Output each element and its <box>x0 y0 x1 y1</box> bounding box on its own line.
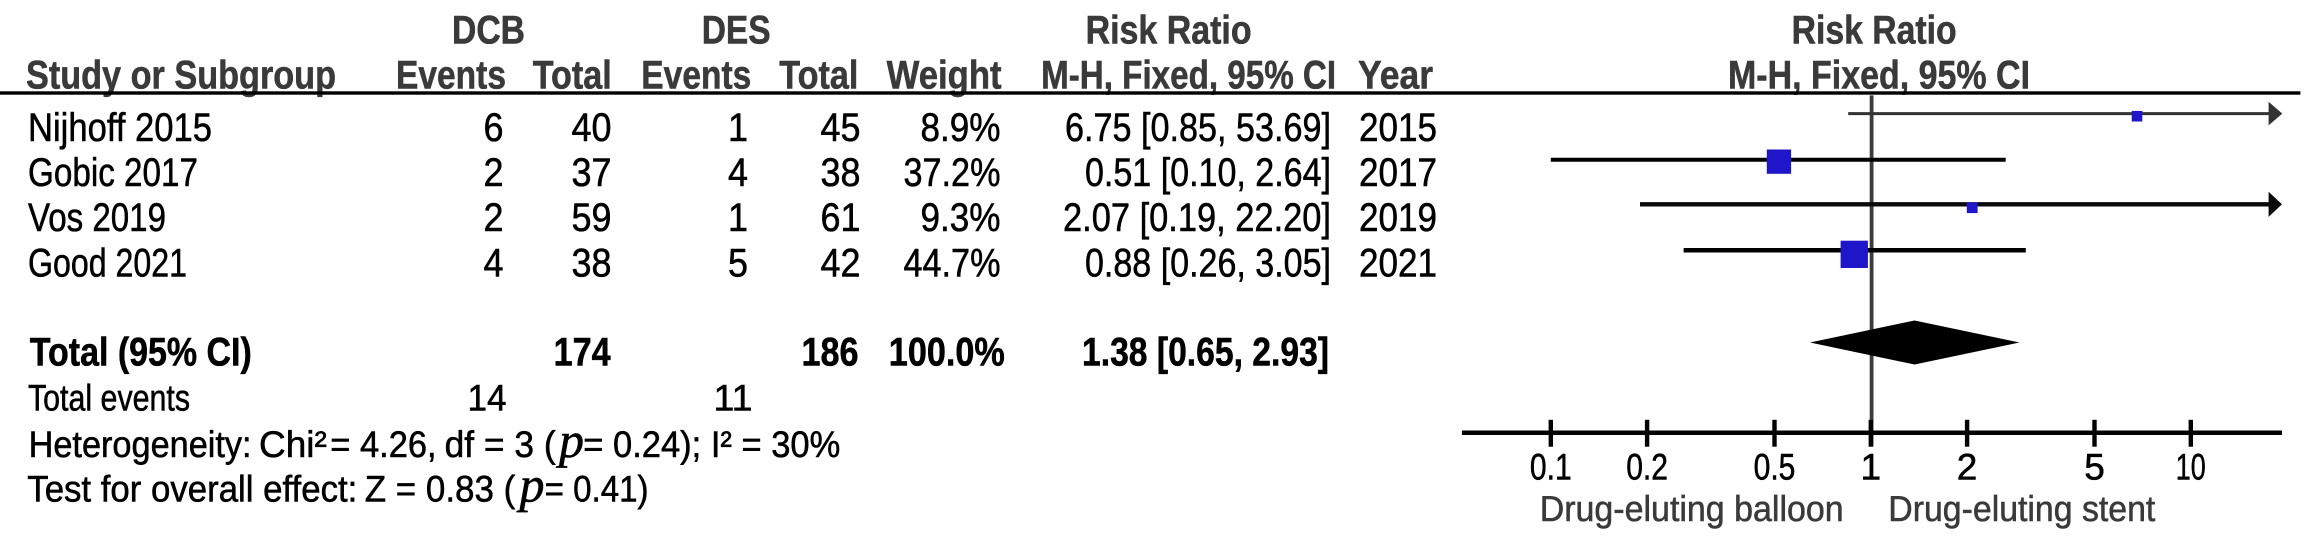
svg-text:df = 3 (: df = 3 ( <box>445 424 557 465</box>
svg-text:42: 42 <box>821 241 861 285</box>
svg-text:186: 186 <box>802 331 859 375</box>
svg-text:Gobic 2017: Gobic 2017 <box>28 151 198 195</box>
svg-text:174: 174 <box>554 331 612 375</box>
svg-text:Total events: Total events <box>28 377 190 418</box>
svg-text:Weight: Weight <box>887 54 1002 98</box>
svg-text:2: 2 <box>1957 447 1978 488</box>
svg-text:= 0.24); I² = 30%: = 0.24); I² = 30% <box>583 424 840 465</box>
svg-text:Total: Total <box>533 54 612 98</box>
svg-text:5: 5 <box>728 241 748 285</box>
svg-text:10: 10 <box>2176 447 2206 488</box>
svg-text:2021: 2021 <box>1359 241 1437 285</box>
svg-text:4: 4 <box>484 241 504 285</box>
svg-text:Risk Ratio: Risk Ratio <box>1792 9 1957 53</box>
svg-text:14: 14 <box>468 377 507 418</box>
svg-text:0.5: 0.5 <box>1754 447 1796 488</box>
svg-text:DES: DES <box>702 9 771 53</box>
svg-text:38: 38 <box>572 241 612 285</box>
svg-text:0.88 [0.26, 3.05]: 0.88 [0.26, 3.05] <box>1085 241 1331 285</box>
svg-text:59: 59 <box>572 196 612 240</box>
svg-text:45: 45 <box>821 106 861 150</box>
svg-text:Z = 0.83 (: Z = 0.83 ( <box>365 468 516 509</box>
svg-text:2019: 2019 <box>1359 196 1437 240</box>
svg-text:DCB: DCB <box>452 9 525 53</box>
svg-text:4: 4 <box>728 151 748 195</box>
svg-text:6.75 [0.85, 53.69]: 6.75 [0.85, 53.69] <box>1065 106 1331 150</box>
svg-text:38: 38 <box>821 151 861 195</box>
svg-text:0.51 [0.10, 2.64]: 0.51 [0.10, 2.64] <box>1085 151 1331 195</box>
svg-text:Events: Events <box>641 54 751 98</box>
svg-text:37.2%: 37.2% <box>904 151 1001 195</box>
svg-text:p: p <box>556 412 584 468</box>
svg-text:Drug-eluting balloon: Drug-eluting balloon <box>1540 488 1844 529</box>
svg-text:2: 2 <box>484 196 504 240</box>
svg-text:M-H, Fixed, 95% CI: M-H, Fixed, 95% CI <box>1728 54 2030 98</box>
svg-text:2: 2 <box>484 151 504 195</box>
svg-text:= 4.26,: = 4.26, <box>330 424 436 465</box>
svg-text:p: p <box>517 456 545 512</box>
svg-text:2.07 [0.19, 22.20]: 2.07 [0.19, 22.20] <box>1063 196 1331 240</box>
svg-text:5: 5 <box>2084 447 2105 488</box>
svg-text:Test for overall effect:: Test for overall effect: <box>27 468 357 509</box>
svg-text:Risk Ratio: Risk Ratio <box>1086 9 1252 53</box>
svg-text:Good 2021: Good 2021 <box>28 241 187 285</box>
svg-text:9.3%: 9.3% <box>921 196 1001 240</box>
svg-text:Total: Total <box>779 54 858 98</box>
svg-text:Total (95% CI): Total (95% CI) <box>30 331 252 375</box>
svg-text:1: 1 <box>728 196 748 240</box>
svg-text:0.2: 0.2 <box>1626 447 1668 488</box>
svg-text:Drug-eluting stent: Drug-eluting stent <box>1888 488 2155 529</box>
svg-text:Study or Subgroup: Study or Subgroup <box>26 54 336 98</box>
svg-text:M-H, Fixed, 95% CI: M-H, Fixed, 95% CI <box>1041 54 1336 98</box>
svg-text:100.0%: 100.0% <box>889 331 1005 375</box>
svg-text:Heterogeneity:: Heterogeneity: <box>29 424 252 465</box>
svg-text:Events: Events <box>396 54 506 98</box>
svg-text:Vos 2019: Vos 2019 <box>28 196 166 240</box>
svg-text:6: 6 <box>484 106 504 150</box>
svg-text:Nijhoff 2015: Nijhoff 2015 <box>28 106 212 150</box>
svg-text:Year: Year <box>1358 54 1433 98</box>
svg-text:8.9%: 8.9% <box>921 106 1001 150</box>
svg-text:1: 1 <box>1861 447 1882 488</box>
svg-text:40: 40 <box>572 106 612 150</box>
svg-text:2015: 2015 <box>1359 106 1437 150</box>
svg-text:0.1: 0.1 <box>1530 447 1572 488</box>
svg-text:44.7%: 44.7% <box>904 241 1001 285</box>
svg-text:37: 37 <box>572 151 612 195</box>
svg-text:2017: 2017 <box>1359 151 1437 195</box>
svg-text:11: 11 <box>714 377 753 418</box>
svg-text:1.38 [0.65, 2.93]: 1.38 [0.65, 2.93] <box>1082 331 1329 375</box>
svg-text:= 0.41): = 0.41) <box>545 468 649 509</box>
svg-text:61: 61 <box>821 196 861 240</box>
svg-text:1: 1 <box>728 106 748 150</box>
svg-text:Chi²: Chi² <box>259 424 327 465</box>
